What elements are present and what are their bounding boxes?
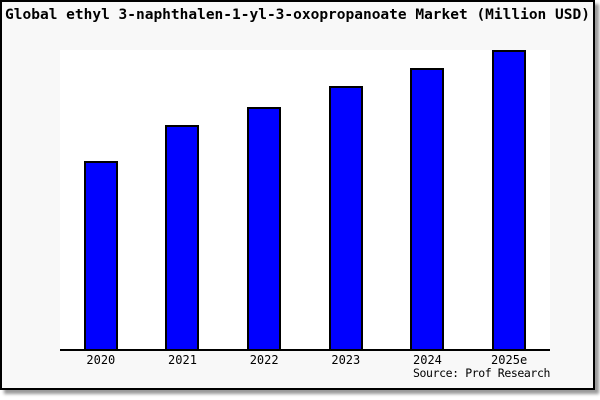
x-tick-label-2025e: 2025e	[491, 353, 528, 367]
x-axis-labels: 2020 2021 2022 2023 2024 2025e	[60, 354, 550, 367]
x-tick-label-2022: 2022	[249, 353, 279, 367]
x-tick-label-2020: 2020	[86, 353, 116, 367]
x-tick-label-2024: 2024	[413, 353, 442, 367]
bar-2025e	[492, 50, 527, 349]
source-credit: Source: Prof Research	[413, 366, 550, 380]
plot-area	[60, 50, 550, 351]
x-tick-label-2021: 2021	[168, 353, 197, 367]
x-tick-label-2023: 2023	[331, 353, 361, 367]
chart-title: Global ethyl 3-naphthalen-1-yl-3-oxoprop…	[5, 7, 590, 23]
bar-2023	[328, 85, 363, 349]
chart-window: Global ethyl 3-naphthalen-1-yl-3-oxoprop…	[0, 0, 595, 390]
bar-2021	[165, 124, 200, 349]
bar-2022	[247, 106, 282, 349]
bar-2024	[410, 67, 445, 349]
bar-2020	[83, 160, 118, 349]
